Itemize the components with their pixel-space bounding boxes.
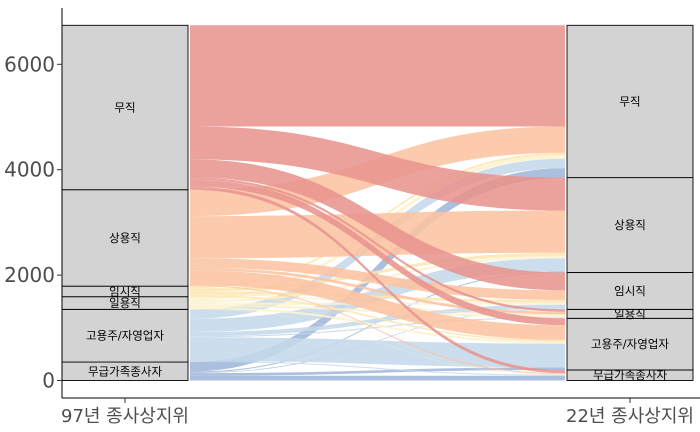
stratum-label-97-unemployed: 무직	[114, 101, 135, 115]
flow-self-employed-to-temporary	[190, 304, 565, 337]
flow-unemployed-to-daily	[190, 177, 565, 312]
y-tick-label: 4000	[4, 158, 55, 182]
stratum-label-97-daily: 일용직	[109, 296, 141, 310]
flow-self-employed-to-unpaid-family	[190, 361, 565, 376]
stratum-box-22-self-employed	[566, 317, 694, 371]
flow-temporary-to-regular	[190, 252, 565, 292]
y-tick-label: 2000	[4, 263, 55, 287]
flow-regular-to-regular	[190, 210, 565, 259]
stratum-box-97-unemployed	[61, 24, 189, 191]
flow-regular-to-daily	[190, 267, 565, 315]
flow-unemployed-to-temporary	[190, 159, 565, 291]
y-tick-label: 0	[42, 369, 55, 393]
flow-layer	[190, 25, 565, 381]
flow-unpaid-family-to-self-employed	[190, 367, 565, 376]
stratum-label-22-self-employed: 고용주/자영업자	[591, 337, 669, 351]
stratum-label-97-temporary: 임시직	[109, 284, 141, 298]
stratum-label-97-self-employed: 고용주/자영업자	[86, 329, 164, 343]
flow-regular-to-unpaid-family	[190, 285, 565, 375]
flow-self-employed-to-daily	[190, 317, 565, 338]
flow-unpaid-family-to-unpaid-family	[190, 375, 565, 381]
flow-unemployed-to-self-employed	[190, 179, 565, 326]
flow-unemployed-to-unpaid-family	[190, 186, 565, 374]
flow-regular-to-self-employed	[190, 270, 565, 340]
stratum-label-22-unpaid-family: 무급가족종사자	[593, 368, 667, 382]
flow-self-employed-to-self-employed	[190, 337, 565, 368]
stratum-label-22-daily: 일용직	[614, 307, 646, 321]
stratum-box-22-regular	[566, 177, 694, 273]
flow-unemployed-to-regular	[190, 126, 565, 211]
flow-temporary-to-unpaid-family	[190, 296, 565, 375]
flow-temporary-to-temporary	[190, 291, 565, 303]
y-tick-label: 6000	[4, 52, 55, 76]
flow-daily-to-unpaid-family	[190, 309, 565, 375]
stratum-label-22-regular: 상용직	[614, 218, 646, 232]
stratum-label-22-unemployed: 무직	[619, 94, 640, 108]
stratum-label-97-regular: 상용직	[109, 231, 141, 245]
stratum-label-97-unpaid-family: 무급가족종사자	[88, 364, 162, 378]
stratum-box-22-temporary	[566, 272, 694, 310]
flow-temporary-to-self-employed	[190, 294, 565, 342]
x-axis-category-label: 22년 종사상지위	[566, 406, 694, 427]
x-axis-category-label: 97년 종사상지위	[61, 406, 189, 427]
stratum-box-22-unemployed	[566, 24, 694, 179]
flow-daily-to-self-employed	[190, 306, 565, 344]
flow-unpaid-family-to-unemployed	[190, 168, 565, 372]
axis-layer: 0 2000 4000 6000 97년 종사상지위 22년 종사상지위	[4, 8, 700, 427]
strata-layer: 무급가족종사자고용주/자영업자일용직임시직상용직무직무급가족종사자고용주/자영업…	[61, 24, 694, 382]
flow-unemployed-to-unemployed	[190, 25, 565, 127]
stratum-label-22-temporary: 임시직	[614, 284, 646, 298]
stratum-box-97-regular	[61, 189, 189, 287]
